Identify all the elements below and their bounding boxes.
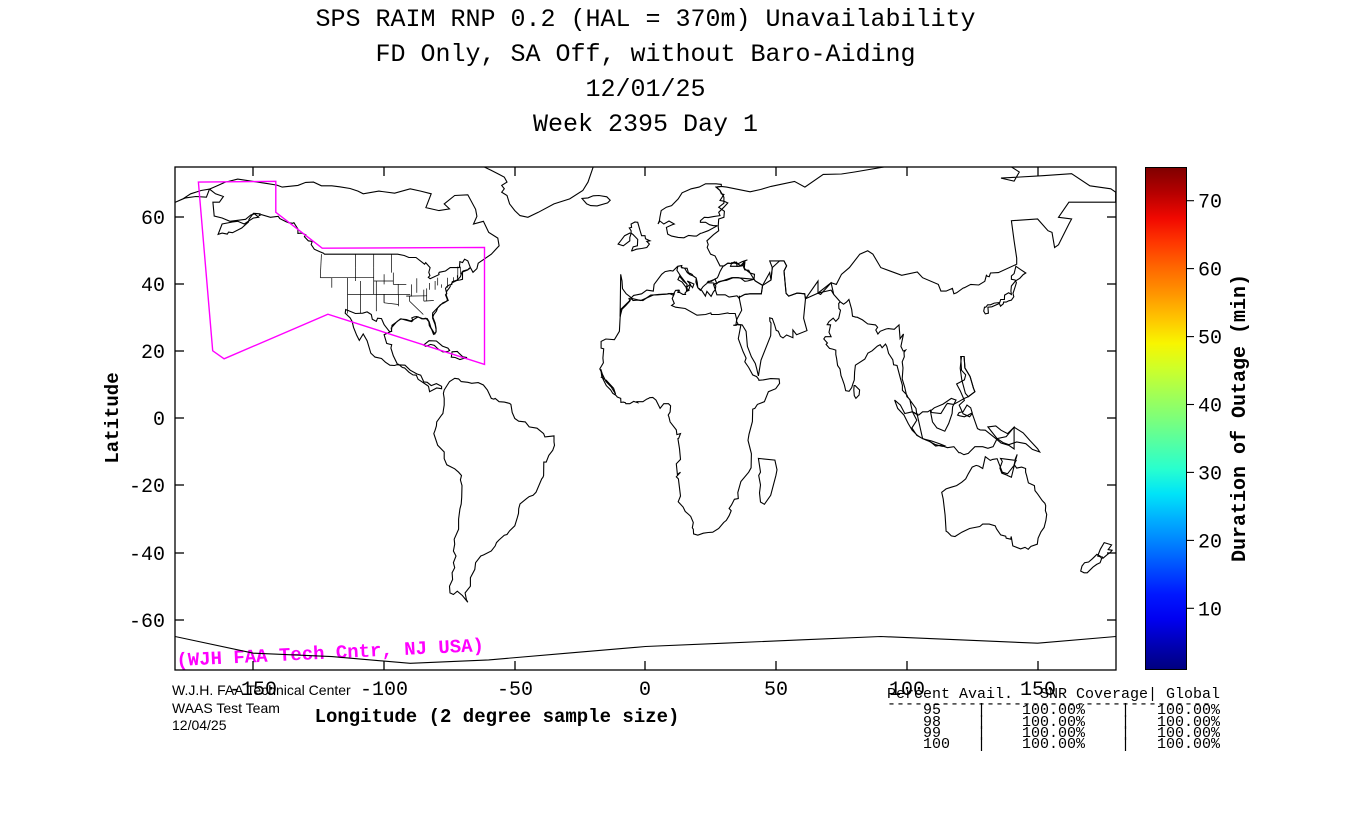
svg-text:0: 0 — [153, 409, 165, 432]
svg-text:20: 20 — [1198, 531, 1222, 554]
svg-text:-40: -40 — [129, 544, 165, 567]
svg-text:0: 0 — [639, 679, 651, 702]
svg-text:-100: -100 — [360, 679, 408, 702]
svg-text:-20: -20 — [129, 476, 165, 499]
svg-text:-60: -60 — [129, 611, 165, 634]
svg-text:-50: -50 — [497, 679, 533, 702]
svg-text:150: 150 — [1020, 679, 1056, 702]
svg-text:20: 20 — [141, 342, 165, 365]
svg-text:100: 100 — [889, 679, 925, 702]
svg-text:40: 40 — [141, 275, 165, 298]
svg-text:60: 60 — [1198, 260, 1222, 283]
svg-text:Duration of Outage (min): Duration of Outage (min) — [1229, 274, 1252, 562]
svg-text:60: 60 — [141, 208, 165, 231]
svg-text:30: 30 — [1198, 463, 1222, 486]
svg-text:-150: -150 — [229, 679, 277, 702]
svg-text:10: 10 — [1198, 599, 1222, 622]
svg-text:50: 50 — [764, 679, 788, 702]
svg-text:Longitude (2 degree sample siz: Longitude (2 degree sample size) — [315, 706, 680, 728]
svg-text:40: 40 — [1198, 396, 1222, 419]
svg-text:70: 70 — [1198, 192, 1222, 215]
svg-text:50: 50 — [1198, 328, 1222, 351]
svg-text:Latitude: Latitude — [102, 372, 124, 463]
